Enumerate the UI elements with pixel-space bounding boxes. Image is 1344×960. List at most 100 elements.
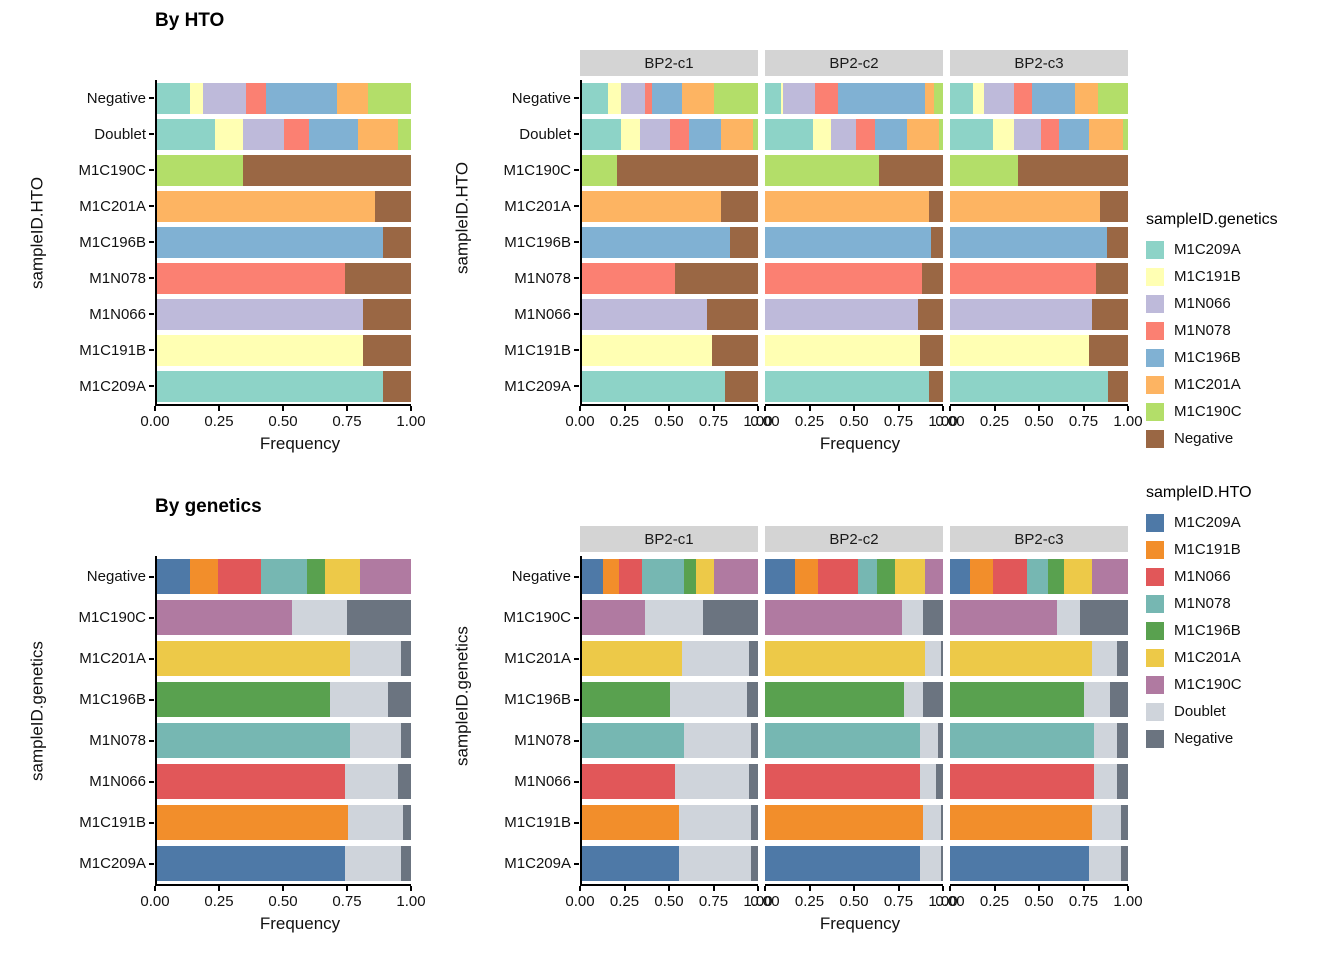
x-tick-label: 1.00 xyxy=(743,893,773,910)
legends: sampleID.genetics M1C209A M1C191B M1N066 M1… xyxy=(1140,0,1344,960)
x-axis-tick-labels: 0.00 0.25 0.50 0.75 1.00 xyxy=(750,412,957,432)
bar-segment-M1C191B xyxy=(969,559,993,594)
panel-BP2-c1: BP2-c1 0.00 0.25 0.50 0.75 1.00 xyxy=(565,526,773,912)
stacked-bar xyxy=(582,805,758,840)
stacked-bar xyxy=(950,334,1128,366)
bar-row-M1C190C xyxy=(950,152,1128,188)
legend-label: M1C190C xyxy=(1174,676,1242,693)
bar-segment-M1C196B xyxy=(950,226,1107,258)
bar-segment-M1N066 xyxy=(818,559,858,594)
bar-segment-Doublet xyxy=(329,682,389,717)
x-tick xyxy=(808,886,811,891)
bar-row-Negative xyxy=(582,80,758,116)
bar-segment-M1N078 xyxy=(1014,82,1032,114)
stacked-bar xyxy=(157,846,411,881)
y-axis-label: M1C190C xyxy=(480,597,580,638)
bar-segment-Doublet xyxy=(919,846,942,881)
y-axis-label: M1C209A xyxy=(480,368,580,404)
legend-item-M1C190C: M1C190C xyxy=(1146,674,1344,696)
bar-segment-M1C191B xyxy=(603,559,619,594)
legend-label: M1C209A xyxy=(1174,241,1241,258)
y-axis-title: sampleID.genetics xyxy=(452,626,472,766)
bar-segment-M1C196B xyxy=(950,682,1084,717)
bar-segment-M1C196B xyxy=(684,559,697,594)
legend-label: M1C201A xyxy=(1174,649,1241,666)
stacked-bar xyxy=(157,154,411,186)
bar-segment-Negative xyxy=(675,262,758,294)
chart-by-genetics-facets: sampleID.genetics Negative M1C190C M1C201A… xyxy=(445,494,1143,934)
y-axis-label: M1C196B xyxy=(480,224,580,260)
bar-segment-Negative xyxy=(941,805,943,840)
bar-segment-M1N078 xyxy=(283,118,310,150)
stacked-bar xyxy=(765,805,943,840)
legend-swatch-M1C196B xyxy=(1146,621,1164,640)
facet-strip: BP2-c2 xyxy=(765,50,943,76)
x-tick-label: 0.50 xyxy=(268,413,298,430)
chart-title: By HTO xyxy=(155,10,225,31)
bar-segment-M1N078 xyxy=(765,723,920,758)
stacked-bar xyxy=(765,82,943,114)
bar-segment-M1C201A xyxy=(337,82,368,114)
legend-swatch-M1N066 xyxy=(1146,567,1164,586)
bar-row-M1C209A xyxy=(765,368,943,404)
legend-label: M1C201A xyxy=(1174,376,1241,393)
bar-segment-M1C209A xyxy=(950,82,974,114)
legend-swatch-M1C201A xyxy=(1146,648,1164,667)
facet-strip: BP2-c3 xyxy=(950,50,1128,76)
bar-segment-Negative xyxy=(362,298,411,330)
y-axis-label: Negative xyxy=(480,80,580,116)
bar-row-M1C196B xyxy=(950,224,1128,260)
bar-segment-M1C196B xyxy=(309,118,358,150)
bar-segment-Negative xyxy=(750,846,758,881)
x-axis-tick-labels: 0.00 0.25 0.50 0.75 1.00 xyxy=(140,892,425,912)
y-axis-label: Doublet xyxy=(480,116,580,152)
x-tick-label: 1.00 xyxy=(928,893,958,910)
y-axis-labels: Negative M1C190C M1C201A M1C196B M1N078 M1N06… xyxy=(480,556,580,884)
bar-segment-Negative xyxy=(400,846,411,881)
y-axis-label: M1C191B xyxy=(55,802,155,843)
bar-segment-Doublet xyxy=(291,600,348,635)
bar-segment-Negative xyxy=(930,226,943,258)
bars-area xyxy=(950,556,1128,886)
legend-item-Negative: Negative xyxy=(1146,728,1344,750)
bar-segment-M1C196B xyxy=(1031,82,1075,114)
bar-segment-Negative xyxy=(1099,190,1128,222)
bar-segment-M1C196B xyxy=(837,82,926,114)
legend-label: M1C191B xyxy=(1174,268,1241,285)
bar-segment-M1C209A xyxy=(582,559,604,594)
bar-segment-M1C201A xyxy=(1074,82,1098,114)
stacked-bar xyxy=(582,559,758,594)
bar-segment-M1C196B xyxy=(877,559,895,594)
bar-segment-M1C190C xyxy=(925,559,943,594)
bar-row-M1N078 xyxy=(157,720,411,761)
stacked-bar xyxy=(157,723,411,758)
bar-segment-M1C190C xyxy=(713,559,758,594)
bar-segment-M1C191B xyxy=(190,82,203,114)
bar-segment-M1C191B xyxy=(950,334,1089,366)
bar-segment-M1C190C xyxy=(367,82,411,114)
bar-segment-M1C191B xyxy=(157,805,348,840)
legend-item-M1C191B: M1C191B xyxy=(1146,539,1344,561)
bar-segment-Negative xyxy=(703,600,758,635)
bar-segment-M1C201A xyxy=(925,82,935,114)
y-axis-label: M1N078 xyxy=(55,720,155,761)
bar-segment-Doublet xyxy=(1092,805,1121,840)
bar-segment-M1N078 xyxy=(645,82,653,114)
bar-segment-M1C190C xyxy=(582,600,646,635)
bar-segment-M1C201A xyxy=(950,190,1100,222)
bar-row-M1N066 xyxy=(950,296,1128,332)
stacked-bar xyxy=(582,226,758,258)
bar-row-M1C191B xyxy=(950,332,1128,368)
x-axis-ticks xyxy=(154,406,412,412)
bar-segment-M1C190C xyxy=(1092,559,1128,594)
bar-segment-M1N066 xyxy=(983,82,1015,114)
bar-segment-M1C191B xyxy=(190,559,218,594)
stacked-bar xyxy=(582,82,758,114)
x-tick xyxy=(757,886,759,891)
bar-segment-Doublet xyxy=(678,805,751,840)
bar-segment-M1N066 xyxy=(765,764,920,799)
bar-row-M1C190C xyxy=(582,597,758,638)
bar-segment-M1N078 xyxy=(641,559,685,594)
y-axis-label: M1N066 xyxy=(480,761,580,802)
bar-segment-M1C209A xyxy=(765,370,929,402)
